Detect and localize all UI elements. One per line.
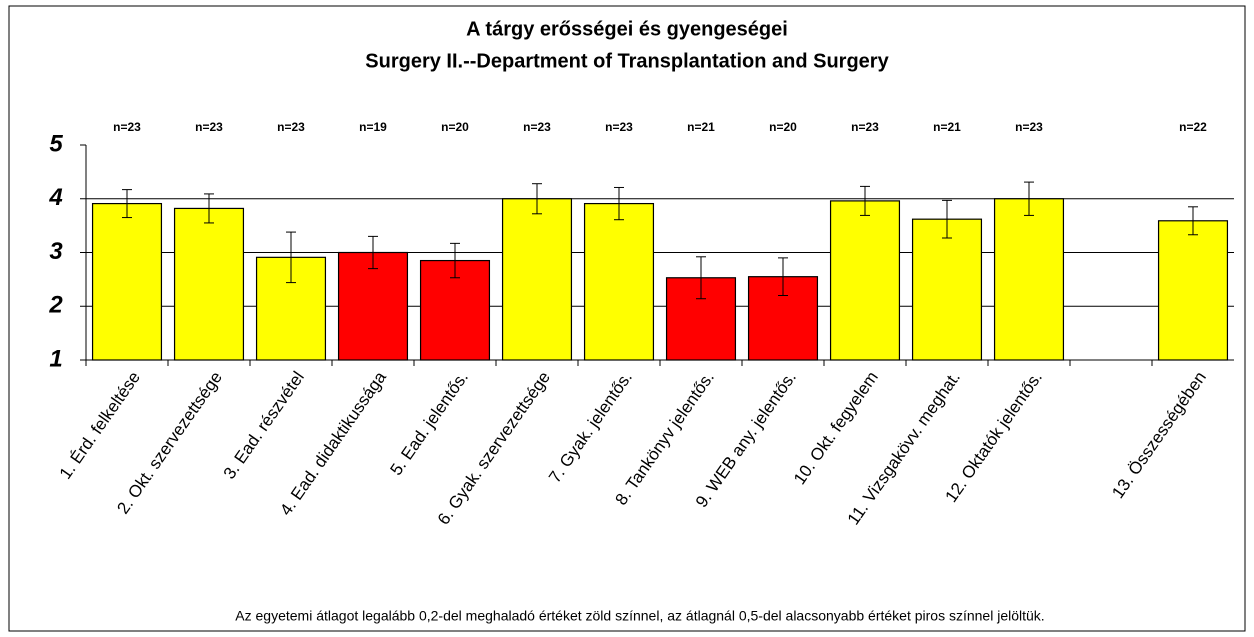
bar: [501, 198, 573, 361]
y-tick-label: 5: [49, 130, 63, 157]
y-tick-label: 2: [48, 292, 63, 319]
chart-subtitle: Surgery II.--Department of Transplantati…: [365, 50, 889, 72]
y-tick-label: 3: [49, 238, 63, 265]
chart-title: A tárgy erősségei és gyengeségei: [466, 18, 788, 40]
y-tick-label: 4: [48, 184, 62, 211]
bar: [993, 198, 1065, 361]
bar: [337, 251, 409, 361]
bar: [173, 207, 245, 361]
bar: [583, 202, 655, 361]
bar: [911, 218, 983, 361]
n-label: n=23: [277, 120, 305, 134]
y-tick-label: 1: [49, 345, 62, 372]
n-label: n=23: [851, 120, 879, 134]
n-label: n=20: [769, 120, 797, 134]
bar: [91, 202, 163, 361]
n-label: n=23: [113, 120, 141, 134]
n-label: n=23: [1015, 120, 1043, 134]
n-label: n=22: [1179, 120, 1207, 134]
n-label: n=21: [687, 120, 715, 134]
n-label: n=21: [933, 120, 961, 134]
n-label: n=23: [523, 120, 551, 134]
bar: [829, 200, 901, 361]
bar: [1157, 220, 1229, 361]
n-label: n=20: [441, 120, 469, 134]
n-label: n=23: [605, 120, 633, 134]
footnote: Az egyetemi átlagot legalább 0,2-del meg…: [235, 608, 1044, 624]
n-label: n=23: [195, 120, 223, 134]
n-label: n=19: [359, 120, 387, 134]
